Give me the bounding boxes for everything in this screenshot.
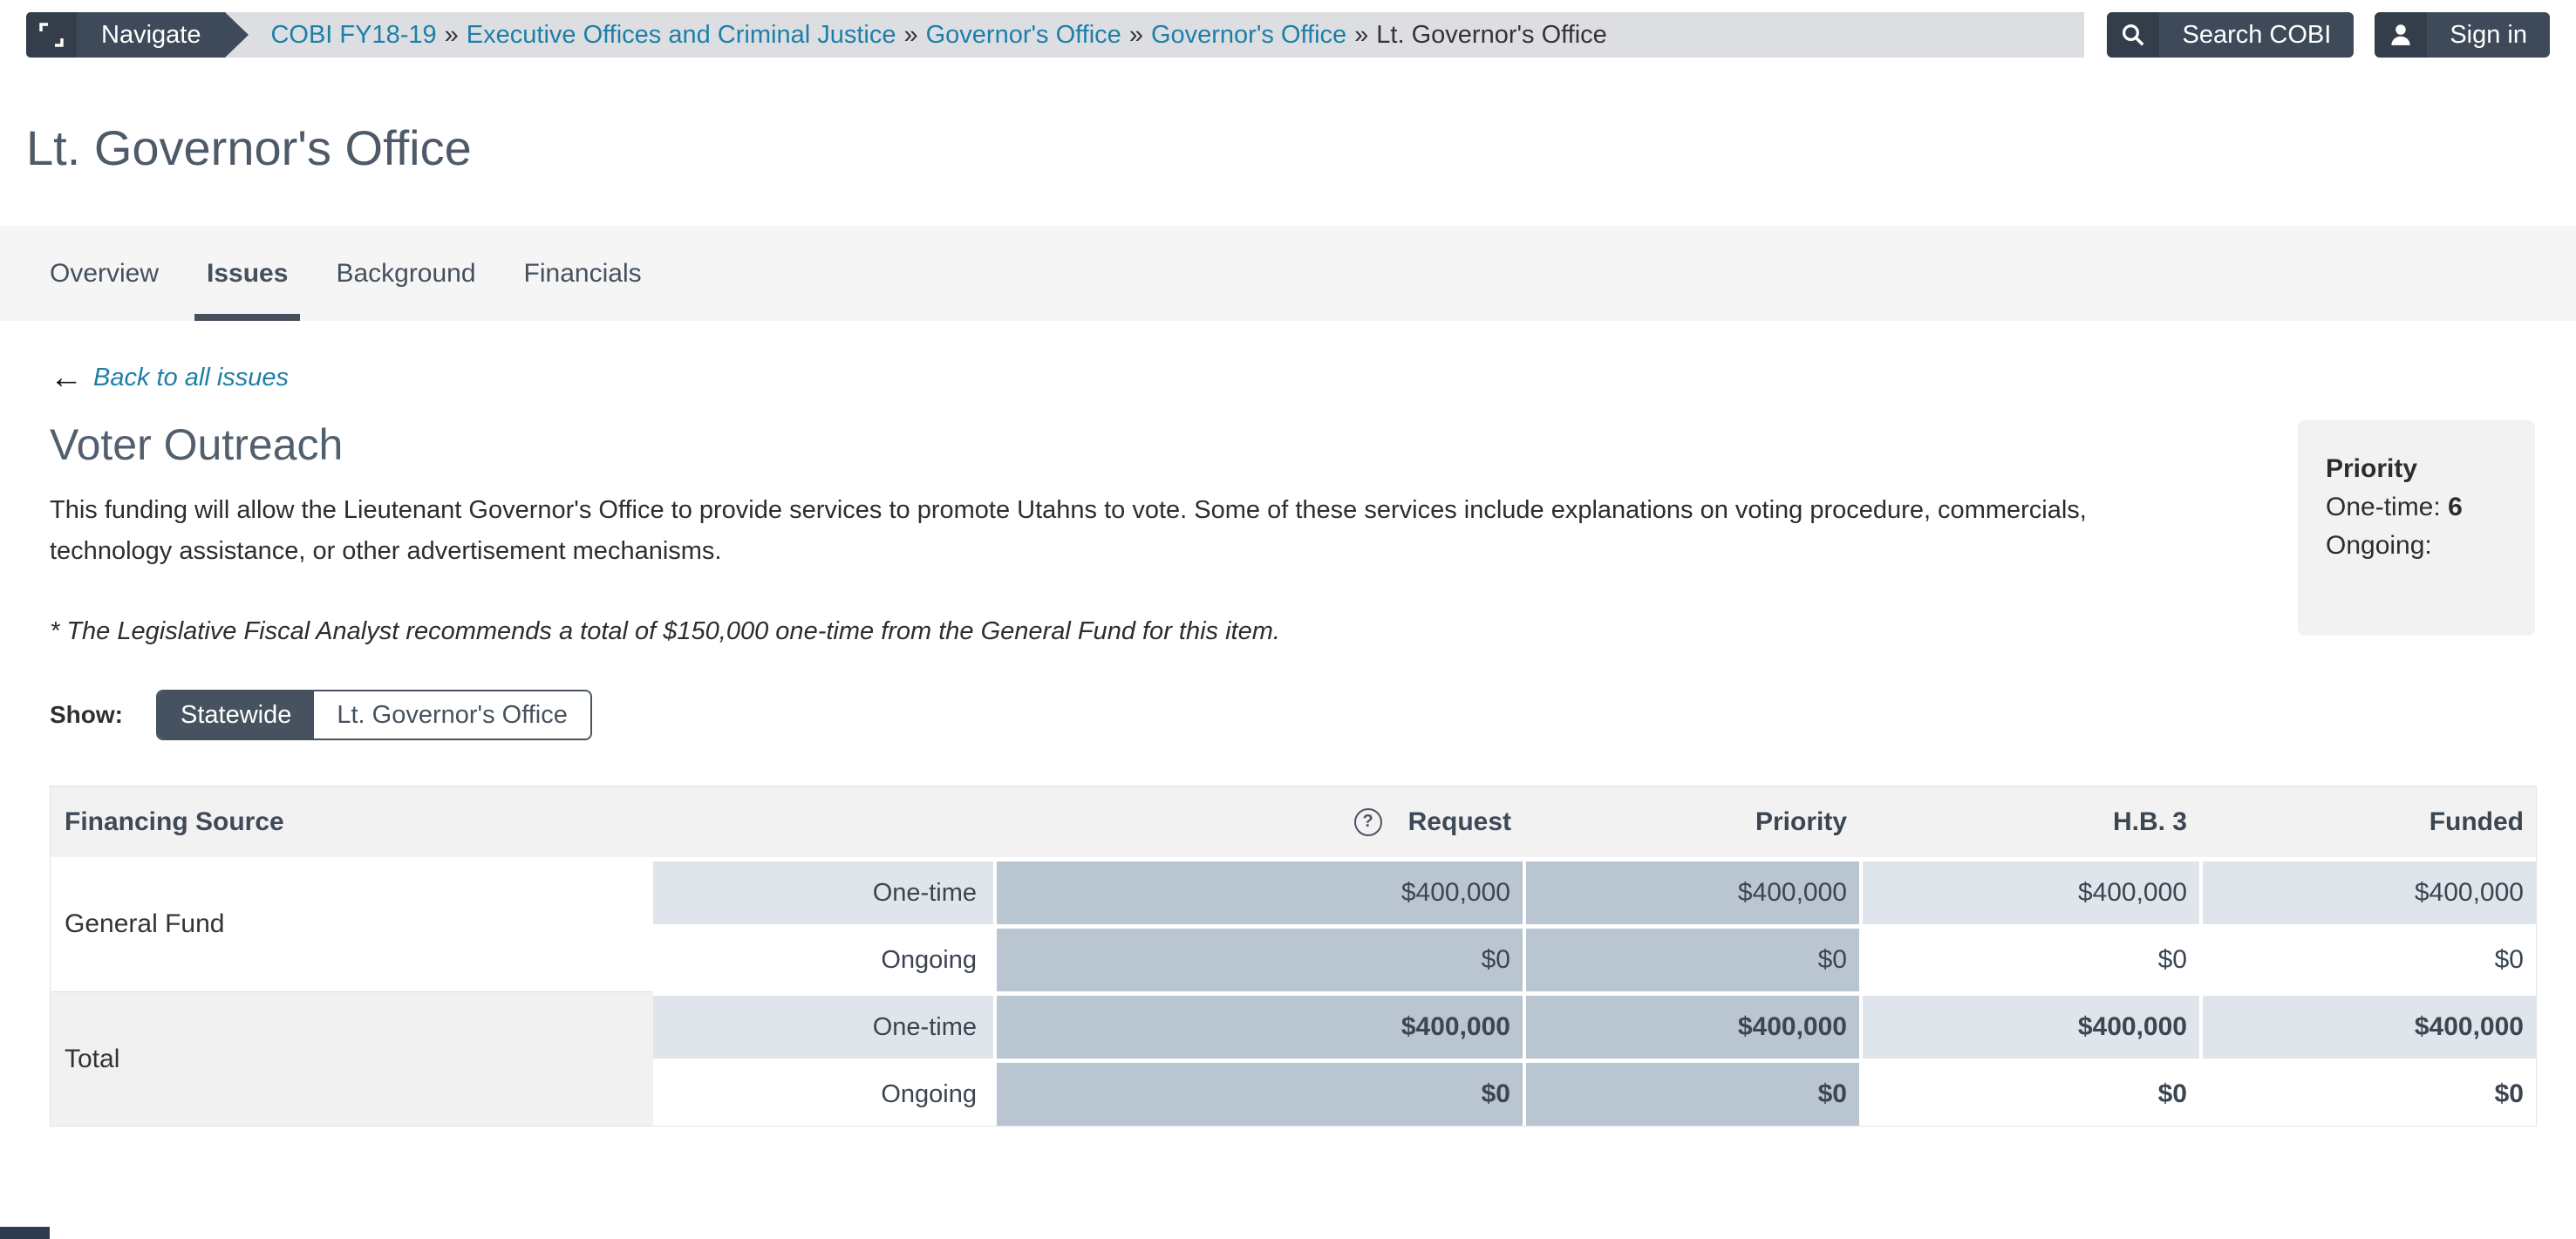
breadcrumb: COBI FY18-19» Executive Offices and Crimi… <box>225 12 2085 58</box>
navigate-label: Navigate <box>77 12 226 58</box>
show-label: Show: <box>50 701 123 729</box>
cell-priority: $0 <box>1523 924 1859 992</box>
breadcrumb-separator: » <box>444 21 459 49</box>
breadcrumb-separator: » <box>1354 21 1369 49</box>
cell-priority: $400,000 <box>1523 991 1859 1059</box>
breadcrumb-link-cobi[interactable]: COBI FY18-19 <box>270 21 437 49</box>
cell-hb3: $0 <box>1859 924 2199 992</box>
tab-issues[interactable]: Issues <box>194 226 301 322</box>
cell-request: $400,000 <box>993 857 1523 925</box>
back-to-all-issues-link[interactable]: Back to all issues <box>93 363 290 391</box>
tab-background[interactable]: Background <box>336 258 476 288</box>
user-icon <box>2375 12 2428 58</box>
search-cobi-label: Search COBI <box>2159 12 2355 58</box>
back-row: ← Back to all issues <box>50 361 2576 394</box>
analyst-note: * The Legislative Fiscal Analyst recomme… <box>50 617 1280 646</box>
navigate-chevron <box>225 12 249 58</box>
cell-hb3: $400,000 <box>1859 857 2199 925</box>
financing-table-body: General Fund Total One-time $400,000 $40… <box>51 857 2536 1127</box>
toggle-lt-governors-office[interactable]: Lt. Governor's Office <box>314 691 590 739</box>
financing-table-header: Financing Source ? Request Priority H.B.… <box>51 786 2536 858</box>
breadcrumb-current: Lt. Governor's Office <box>1376 21 1607 49</box>
search-cobi-button[interactable]: Search COBI <box>2107 12 2355 58</box>
cell-hb3: $400,000 <box>1859 991 2199 1059</box>
cell-request: $400,000 <box>993 991 1523 1059</box>
footer-stub <box>0 1227 50 1239</box>
priority-ongoing-row: Ongoing: <box>2326 527 2518 565</box>
sign-in-button[interactable]: Sign in <box>2375 12 2550 58</box>
priority-one-time-row: One-time: 6 <box>2326 488 2518 527</box>
toggle-statewide[interactable]: Statewide <box>158 691 315 739</box>
cell-type: One-time <box>653 991 993 1059</box>
help-icon[interactable]: ? <box>1353 807 1382 836</box>
cell-funded: $0 <box>2199 1059 2536 1127</box>
breadcrumb-separator: » <box>903 21 918 49</box>
priority-one-time-value: 6 <box>2448 493 2463 521</box>
tab-financials[interactable]: Financials <box>523 258 642 288</box>
breadcrumb-link-governors-office[interactable]: Governor's Office <box>925 21 1121 49</box>
cell-funded: $400,000 <box>2199 991 2536 1059</box>
cell-request: $0 <box>993 1059 1523 1127</box>
cell-funded: $400,000 <box>2199 857 2536 925</box>
cell-type: Ongoing <box>653 924 993 992</box>
search-icon <box>2107 12 2160 58</box>
financing-table: Financing Source ? Request Priority H.B.… <box>50 786 2537 1127</box>
priority-ongoing-label: Ongoing: <box>2326 531 2432 560</box>
sign-in-label: Sign in <box>2427 12 2550 58</box>
row-label-total: Total <box>51 991 653 1127</box>
col-header-financing-source: Financing Source <box>65 807 284 836</box>
show-toggle-row: Show: Statewide Lt. Governor's Office <box>50 690 2576 741</box>
row-label-general-fund: General Fund <box>51 857 653 992</box>
cell-priority: $400,000 <box>1523 857 1859 925</box>
cell-type: Ongoing <box>653 1059 993 1127</box>
navigate-frame-icon <box>26 12 77 58</box>
back-arrow-icon: ← <box>50 359 83 397</box>
col-header-priority: Priority <box>1755 807 1847 836</box>
cell-funded: $0 <box>2199 924 2536 992</box>
cell-request: $0 <box>993 924 1523 992</box>
priority-box: Priority One-time: 6 Ongoing: <box>2298 420 2535 636</box>
issue-title: Voter Outreach <box>50 420 344 470</box>
tab-overview[interactable]: Overview <box>50 258 160 288</box>
issue-description: This funding will allow the Lieutenant G… <box>50 496 2087 566</box>
page-title: Lt. Governor's Office <box>26 120 472 175</box>
tab-bar: Overview Issues Background Financials <box>0 226 2576 322</box>
breadcrumb-link-governors-office-2[interactable]: Governor's Office <box>1150 21 1347 49</box>
cell-hb3: $0 <box>1859 1059 2199 1127</box>
top-bar: Navigate COBI FY18-19» Executive Offices … <box>26 12 2550 58</box>
col-header-funded: Funded <box>2429 807 2524 836</box>
col-header-request: ? Request <box>993 807 1523 837</box>
col-header-request-label: Request <box>1407 807 1511 836</box>
priority-one-time-label: One-time: <box>2326 493 2441 521</box>
col-header-hb3: H.B. 3 <box>2112 807 2187 836</box>
breadcrumb-link-exec-offices[interactable]: Executive Offices and Criminal Justice <box>466 21 896 49</box>
priority-heading: Priority <box>2326 454 2418 483</box>
cell-priority: $0 <box>1523 1059 1859 1127</box>
show-toggle-group: Statewide Lt. Governor's Office <box>156 690 592 741</box>
cell-type: One-time <box>653 857 993 925</box>
breadcrumb-separator: » <box>1128 21 1143 49</box>
navigate-button[interactable]: Navigate <box>26 12 249 58</box>
